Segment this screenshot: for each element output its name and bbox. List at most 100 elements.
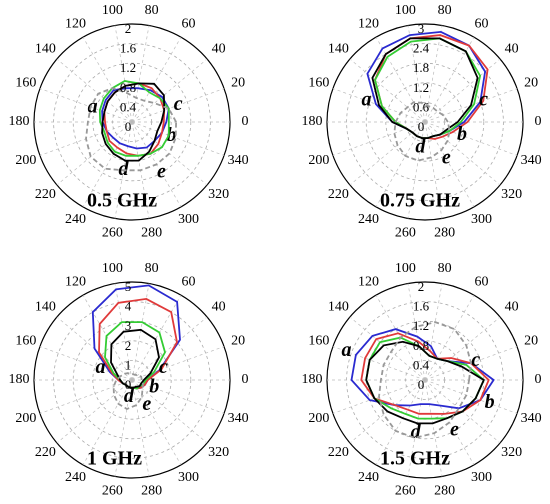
- grid-spoke: [424, 316, 501, 381]
- angle-tick-label: 220: [35, 445, 56, 460]
- grid-spoke: [375, 36, 426, 123]
- grid-spoke: [82, 36, 133, 123]
- chart-title: 1.5 GHz: [380, 448, 450, 470]
- series-label: a: [342, 339, 352, 361]
- radial-tick-label: 5: [125, 279, 132, 294]
- grid-spoke: [39, 379, 133, 414]
- grid-circle: [72, 62, 192, 182]
- series-label: d: [411, 421, 422, 443]
- series-line: [98, 80, 170, 157]
- series-line: [365, 340, 485, 425]
- angle-tick-label: 340: [521, 411, 542, 426]
- grid-spoke: [131, 36, 182, 123]
- radial-tick-label: 0.8: [413, 338, 429, 353]
- radial-tick-label: 0.4: [413, 357, 430, 372]
- grid-spoke: [349, 316, 426, 381]
- grid-spoke: [424, 294, 475, 381]
- radial-tick-label: 1.2: [120, 60, 136, 75]
- radial-tick-label: 1: [125, 357, 132, 372]
- angle-tick-label: 80: [145, 3, 159, 18]
- angle-tick-label: 260: [102, 226, 123, 241]
- grid-spoke: [424, 121, 518, 156]
- angle-tick-label: 320: [208, 445, 229, 460]
- grid-spoke: [424, 121, 475, 208]
- angle-tick-label: 160: [308, 334, 329, 349]
- series-label: d: [124, 385, 135, 407]
- radial-tick-label: 0.8: [120, 80, 136, 95]
- angle-tick-label: 220: [35, 187, 56, 202]
- grid-spoke: [407, 283, 426, 381]
- angle-tick-label: 280: [434, 226, 455, 241]
- series-label: d: [118, 158, 129, 180]
- grid-spoke: [56, 379, 133, 444]
- grid-spoke: [332, 346, 426, 381]
- angle-tick-label: 240: [65, 470, 86, 485]
- radial-tick-label: 1.6: [413, 299, 430, 314]
- angle-tick-label: 200: [308, 411, 329, 426]
- series-label: e: [450, 419, 459, 441]
- grid-spoke: [114, 379, 133, 477]
- series-label: e: [442, 147, 451, 169]
- radial-tick-label: 1.8: [413, 60, 429, 75]
- grid-spoke: [131, 346, 225, 381]
- grid-spoke: [82, 379, 133, 466]
- radial-tick-label: 0: [125, 377, 132, 392]
- angle-tick-label: 20: [524, 76, 538, 91]
- angle-tick-label: 120: [65, 274, 86, 289]
- angle-tick-label: 260: [395, 226, 416, 241]
- grid-spoke: [82, 294, 133, 381]
- angle-tick-label: 160: [15, 76, 36, 91]
- angle-tick-label: 180: [302, 114, 323, 129]
- angle-tick-label: 220: [328, 187, 349, 202]
- angle-tick-label: 140: [328, 42, 349, 57]
- grid-spoke: [131, 316, 208, 381]
- angle-tick-label: 140: [328, 300, 349, 315]
- angle-tick-label: 240: [358, 470, 379, 485]
- radial-tick-label: 2: [418, 279, 425, 294]
- angle-tick-label: 320: [208, 187, 229, 202]
- angle-tick-label: 40: [505, 42, 519, 57]
- series-label: a: [96, 356, 106, 378]
- radial-tick-label: 0.6: [413, 99, 430, 114]
- series-label: a: [88, 95, 98, 117]
- chart-title: 0.5 GHz: [87, 190, 157, 212]
- radial-tick-label: 2.4: [413, 41, 430, 56]
- angle-tick-label: 20: [231, 334, 245, 349]
- grid-spoke: [424, 58, 501, 123]
- angle-tick-label: 60: [475, 16, 489, 31]
- grid-spoke: [424, 25, 443, 123]
- grid-spoke: [114, 25, 133, 123]
- angle-tick-label: 340: [521, 153, 542, 168]
- angle-tick-label: 40: [212, 300, 226, 315]
- angle-tick-label: 40: [505, 300, 519, 315]
- grid-spoke: [131, 379, 182, 466]
- radial-tick-label: 1.2: [413, 80, 429, 95]
- angle-tick-label: 320: [501, 445, 522, 460]
- grid-spoke: [424, 121, 501, 186]
- radial-tick-label: 0: [418, 377, 425, 392]
- series-label: b: [457, 123, 467, 145]
- angle-tick-label: 160: [15, 334, 36, 349]
- angle-tick-label: 200: [15, 153, 36, 168]
- grid-circle: [92, 340, 172, 420]
- series-label: a: [361, 88, 371, 110]
- angle-tick-label: 240: [65, 212, 86, 227]
- angle-tick-label: 60: [182, 16, 196, 31]
- radial-tick-label: 0: [125, 119, 132, 134]
- angle-tick-label: 120: [358, 16, 379, 31]
- grid-spoke: [56, 121, 133, 186]
- series-label: b: [166, 124, 176, 146]
- series-label: c: [159, 356, 168, 378]
- grid-spoke: [56, 58, 133, 123]
- angle-tick-label: 40: [212, 42, 226, 57]
- radial-tick-label: 2: [125, 338, 132, 353]
- radial-tick-label: 4: [125, 299, 132, 314]
- grid-spoke: [131, 379, 208, 444]
- angle-tick-label: 100: [102, 261, 123, 276]
- angle-tick-label: 20: [231, 76, 245, 91]
- series-line: [85, 87, 178, 172]
- angle-tick-label: 320: [501, 187, 522, 202]
- grid-spoke: [349, 58, 426, 123]
- angle-tick-label: 120: [65, 16, 86, 31]
- grid-spoke: [131, 379, 150, 477]
